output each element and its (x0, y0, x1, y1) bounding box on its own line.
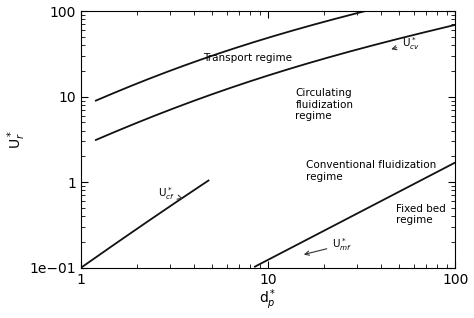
Text: U$_{cf}^*$: U$_{cf}^*$ (158, 186, 182, 202)
Text: Transport regime: Transport regime (203, 53, 292, 63)
Text: Fixed bed
regime: Fixed bed regime (396, 204, 446, 225)
Text: Circulating
fluidization
regime: Circulating fluidization regime (295, 88, 354, 121)
Y-axis label: U$_r^*$: U$_r^*$ (6, 130, 28, 149)
X-axis label: d$_p^*$: d$_p^*$ (259, 288, 277, 313)
Text: U$_{cv}^*$: U$_{cv}^*$ (392, 35, 420, 52)
Text: U$_{mf}^*$: U$_{mf}^*$ (305, 237, 353, 255)
Text: Conventional fluidization
regime: Conventional fluidization regime (306, 160, 437, 182)
